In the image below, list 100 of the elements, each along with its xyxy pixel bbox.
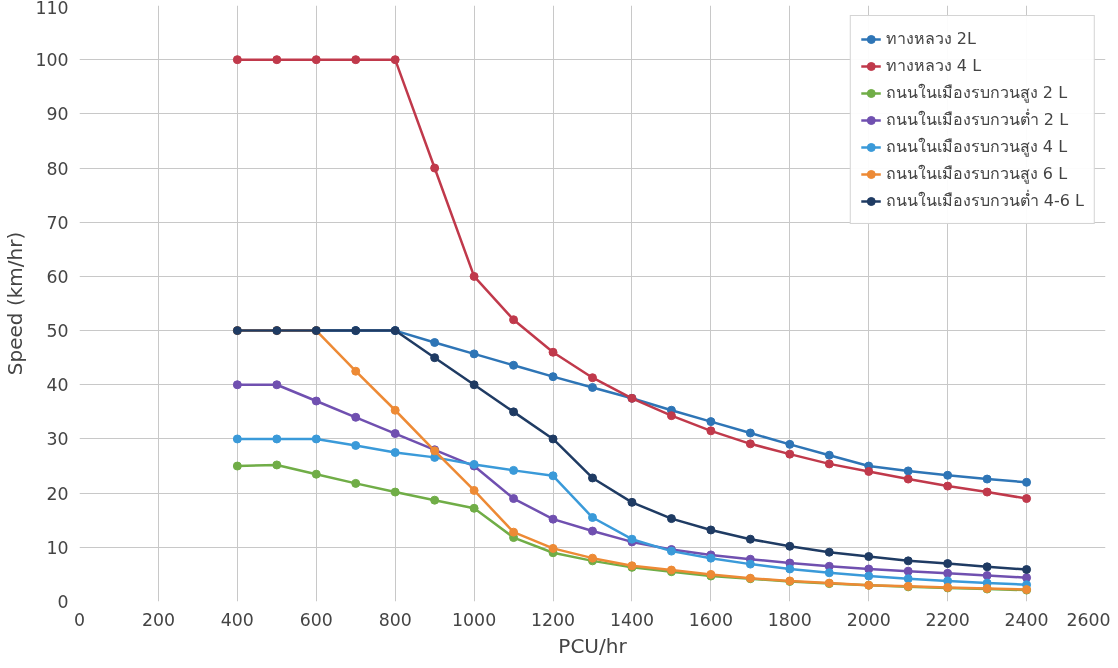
point (232, 55, 242, 65)
y-tick-label: 70 (46, 212, 69, 233)
point (311, 469, 321, 479)
y-tick-label: 0 (57, 592, 69, 612)
point (785, 541, 795, 551)
point (311, 55, 321, 65)
point (588, 473, 597, 483)
point (588, 526, 597, 536)
point (272, 434, 282, 444)
point (430, 353, 440, 363)
point (588, 382, 597, 392)
x-tick-label: 1800 (767, 609, 812, 630)
point (943, 481, 953, 491)
point (785, 564, 795, 574)
legend-label: ทางหลวง 4 L (885, 55, 982, 77)
point (824, 459, 834, 469)
point (745, 534, 755, 544)
point (824, 450, 834, 460)
point (943, 470, 953, 480)
y-tick-label: 110 (35, 0, 69, 18)
point (390, 405, 400, 415)
point (232, 461, 242, 471)
point (1022, 565, 1032, 575)
point (469, 503, 479, 513)
y-tick-label: 100 (35, 50, 69, 71)
x-tick-label: 1400 (609, 609, 655, 630)
point (509, 527, 519, 537)
legend-label: ถนนในเมืองรบกวนต่ำ 2 L (885, 108, 1069, 131)
point (666, 514, 676, 524)
point (785, 439, 795, 449)
point (982, 571, 992, 580)
point (469, 485, 479, 495)
legend-label: ถนนในเมืองรบกวนต่ำ 4-6 L (885, 189, 1084, 212)
point (548, 543, 558, 553)
point (864, 466, 874, 476)
point (824, 547, 834, 557)
point (864, 571, 874, 581)
point (982, 474, 992, 484)
point (864, 552, 874, 562)
point (509, 315, 519, 325)
x-tick-label: 400 (220, 609, 254, 630)
point (469, 380, 479, 390)
point (627, 497, 637, 507)
x-tick-label: 1200 (530, 609, 576, 630)
y-tick-label: 50 (46, 321, 69, 342)
point (272, 460, 282, 470)
x-tick-label: 2000 (846, 609, 891, 630)
point (745, 428, 755, 438)
legend-label: ถนนในเมืองรบกวนสูง 4 L (885, 136, 1068, 159)
y-axis-title: Speed (km/hr) (3, 231, 28, 376)
x-axis-title: PCU/hr (558, 633, 628, 658)
y-tick-label: 90 (46, 104, 69, 125)
point (548, 347, 558, 357)
point (469, 349, 479, 359)
legend-label: ทางหลวง 2L (885, 28, 976, 50)
point (588, 513, 597, 523)
y-tick-label: 30 (46, 429, 69, 450)
y-tick-label: 20 (46, 483, 69, 504)
point (351, 366, 361, 376)
x-tick-label: 2200 (925, 609, 970, 630)
point (509, 494, 519, 504)
point (666, 411, 676, 421)
point (745, 559, 755, 569)
point (430, 495, 440, 505)
point (745, 439, 755, 449)
point (509, 360, 519, 370)
point (548, 514, 558, 524)
legend-label: ถนนในเมืองรบกวนสูง 2 L (885, 82, 1068, 105)
point (982, 562, 992, 572)
point (390, 429, 400, 439)
x-tick-label: 0 (73, 609, 86, 630)
point (548, 471, 558, 481)
point (469, 271, 479, 281)
x-tick-label: 2600 (1066, 609, 1111, 630)
y-tick-label: 10 (46, 537, 69, 558)
x-tick-label: 200 (141, 609, 175, 630)
point (509, 465, 519, 475)
point (824, 568, 834, 578)
point (706, 525, 716, 535)
point (903, 474, 913, 484)
point (1022, 477, 1032, 487)
point (706, 417, 716, 427)
point (706, 426, 716, 436)
point (943, 559, 953, 569)
point (903, 556, 913, 566)
point (509, 407, 519, 417)
point (272, 380, 282, 390)
x-tick-label: 1000 (452, 609, 497, 630)
point (351, 478, 361, 488)
point (548, 434, 558, 444)
point (588, 373, 597, 383)
point (903, 466, 913, 476)
point (390, 448, 400, 457)
point (351, 412, 361, 422)
point (1022, 494, 1032, 504)
y-tick-label: 60 (46, 266, 69, 287)
point (903, 574, 913, 584)
x-tick-label: 2400 (1004, 609, 1049, 630)
y-tick-label: 40 (46, 375, 69, 396)
point (430, 338, 440, 347)
